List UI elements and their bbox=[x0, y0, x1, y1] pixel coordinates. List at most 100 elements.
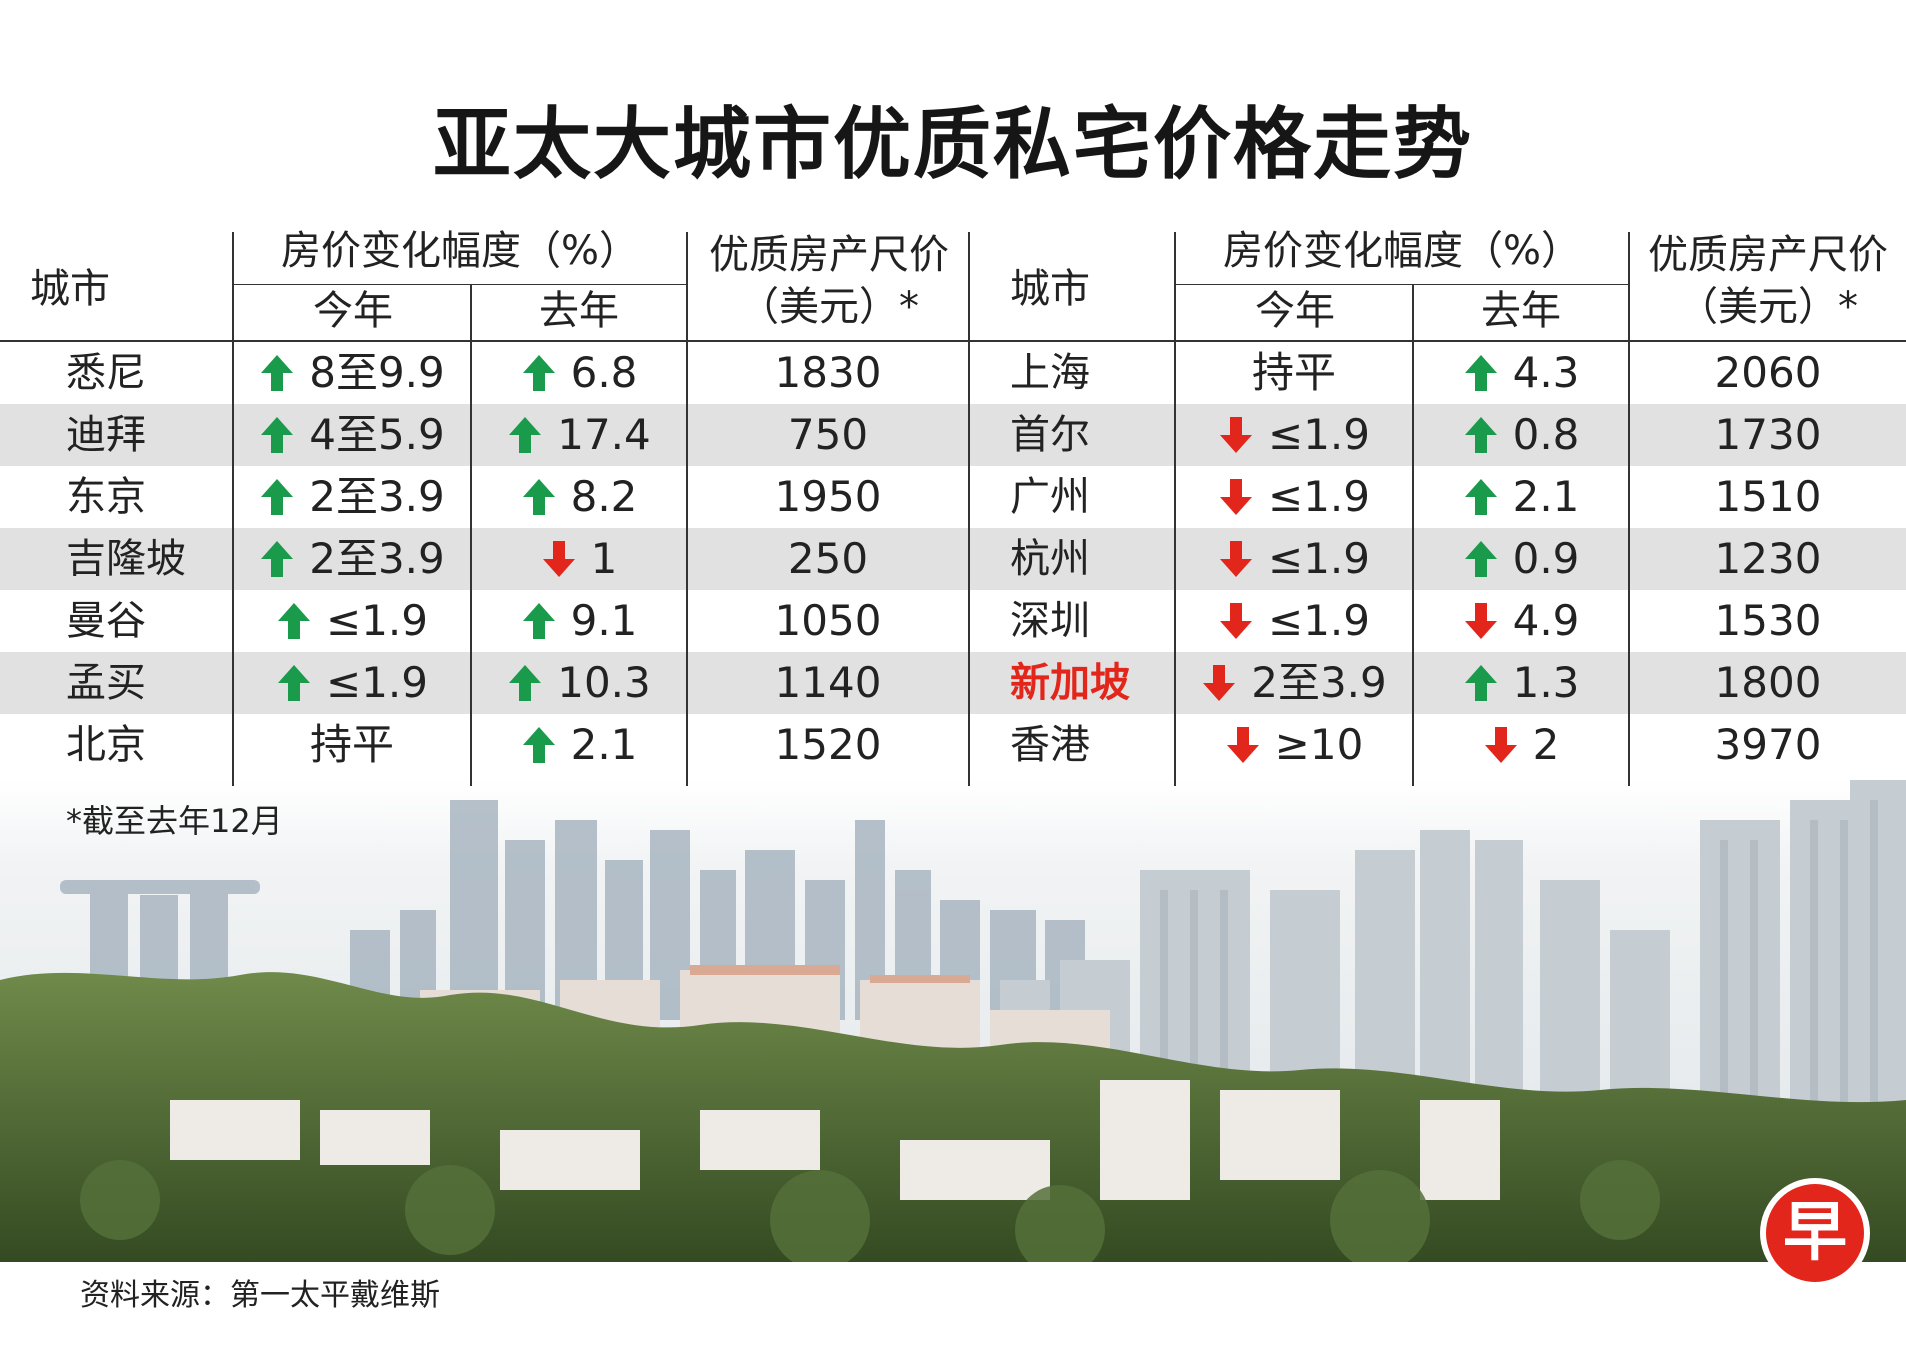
header-this-year: 今年 bbox=[313, 288, 393, 334]
change-last-year: 17.4 bbox=[472, 404, 686, 466]
city-name: 香港 bbox=[1010, 722, 1090, 768]
change-this-year-text: 2至3.9 bbox=[309, 472, 445, 521]
city-name: 新加坡 bbox=[1010, 660, 1130, 706]
change-this-year: 8至9.9 bbox=[234, 342, 470, 404]
header-divider bbox=[234, 284, 686, 285]
change-last-year: 8.2 bbox=[472, 466, 686, 528]
column-divider bbox=[232, 232, 234, 786]
column-divider bbox=[686, 232, 688, 786]
city-name: 孟买 bbox=[66, 660, 146, 706]
price-per-sqft: 750 bbox=[787, 410, 869, 459]
change-last-year-text: 8.2 bbox=[570, 472, 638, 521]
change-last-year-text: 6.8 bbox=[570, 348, 638, 397]
up-arrow-icon bbox=[259, 477, 295, 517]
up-arrow-icon bbox=[521, 601, 557, 641]
change-last-year-text: 1.3 bbox=[1512, 658, 1580, 707]
table-row: 首尔 ≤1.9 0.8 1730 bbox=[970, 404, 1906, 466]
price-per-sqft: 1140 bbox=[774, 658, 882, 707]
change-this-year: 持平 bbox=[234, 714, 470, 776]
header-price-line1: 优质房产尺价 bbox=[1648, 232, 1888, 278]
city-name: 迪拜 bbox=[66, 412, 146, 458]
price-per-sqft: 2060 bbox=[1714, 348, 1822, 397]
up-arrow-icon bbox=[1463, 415, 1499, 455]
up-arrow-icon bbox=[521, 725, 557, 765]
change-last-year: 0.9 bbox=[1414, 528, 1628, 590]
change-last-year-text: 0.8 bbox=[1512, 410, 1580, 459]
table-row: 迪拜 4至5.9 17.4 750 bbox=[0, 404, 970, 466]
price-per-sqft: 1510 bbox=[1714, 472, 1822, 521]
header-change: 房价变化幅度（%） bbox=[280, 228, 639, 274]
city-name: 深圳 bbox=[1010, 598, 1090, 644]
down-arrow-icon bbox=[1463, 601, 1499, 641]
up-arrow-icon bbox=[259, 415, 295, 455]
down-arrow-icon bbox=[1218, 601, 1254, 641]
table-top-rule bbox=[970, 340, 1906, 342]
change-last-year: 4.3 bbox=[1414, 342, 1628, 404]
change-this-year: ≤1.9 bbox=[1176, 404, 1412, 466]
price-table-left: 城市 房价变化幅度（%） 今年 去年 优质房产尺价 （美元）* 悉尼 8至9.9 6… bbox=[0, 228, 970, 788]
change-last-year: 4.9 bbox=[1414, 590, 1628, 652]
table-row: 杭州 ≤1.9 0.9 1230 bbox=[970, 528, 1906, 590]
price-per-sqft: 3970 bbox=[1714, 720, 1822, 769]
up-arrow-icon bbox=[521, 477, 557, 517]
change-last-year: 6.8 bbox=[472, 342, 686, 404]
change-last-year: 1 bbox=[472, 528, 686, 590]
city-name: 吉隆坡 bbox=[66, 536, 186, 582]
up-arrow-icon bbox=[1463, 353, 1499, 393]
change-last-year: 0.8 bbox=[1414, 404, 1628, 466]
header-price-line2: （美元）* bbox=[1678, 284, 1858, 330]
header-city: 城市 bbox=[1010, 266, 1090, 312]
city-name: 北京 bbox=[66, 722, 146, 768]
table-row: 新加坡 2至3.9 1.3 1800 bbox=[970, 652, 1906, 714]
price-per-sqft: 1730 bbox=[1714, 410, 1822, 459]
table-row: 广州 ≤1.9 2.1 1510 bbox=[970, 466, 1906, 528]
change-last-year-text: 4.3 bbox=[1512, 348, 1580, 397]
header-price-line1: 优质房产尺价 bbox=[709, 232, 949, 278]
price-per-sqft: 1230 bbox=[1714, 534, 1822, 583]
up-arrow-icon bbox=[507, 663, 543, 703]
change-this-year-text: 持平 bbox=[1251, 348, 1336, 397]
table-row: 北京 持平 2.1 1520 bbox=[0, 714, 970, 776]
change-last-year-text: 10.3 bbox=[557, 658, 651, 707]
change-this-year: 4至5.9 bbox=[234, 404, 470, 466]
change-last-year: 2.1 bbox=[1414, 466, 1628, 528]
table-header: 城市 房价变化幅度（%） 今年 去年 优质房产尺价 （美元）* bbox=[970, 228, 1906, 340]
city-name: 东京 bbox=[66, 474, 146, 520]
down-arrow-icon bbox=[1218, 539, 1254, 579]
column-divider bbox=[1174, 232, 1176, 786]
price-per-sqft: 1530 bbox=[1714, 596, 1822, 645]
change-this-year: ≤1.9 bbox=[234, 590, 470, 652]
city-name: 上海 bbox=[1010, 350, 1090, 396]
change-this-year-text: ≤1.9 bbox=[326, 596, 428, 645]
up-arrow-icon bbox=[259, 539, 295, 579]
down-arrow-icon bbox=[1218, 477, 1254, 517]
price-per-sqft: 1800 bbox=[1714, 658, 1822, 707]
change-last-year-text: 4.9 bbox=[1512, 596, 1580, 645]
change-this-year: 2至3.9 bbox=[234, 528, 470, 590]
price-per-sqft: 1050 bbox=[774, 596, 882, 645]
change-this-year: 2至3.9 bbox=[234, 466, 470, 528]
change-last-year-text: 1 bbox=[590, 534, 618, 583]
page-title: 亚太大城市优质私宅价格走势 bbox=[432, 100, 1473, 190]
city-name: 广州 bbox=[1010, 474, 1090, 520]
change-last-year-text: 2.1 bbox=[570, 720, 638, 769]
change-last-year: 2 bbox=[1414, 714, 1628, 776]
city-name: 曼谷 bbox=[66, 598, 146, 644]
source-note: 资料来源：第一太平戴维斯 bbox=[80, 1278, 440, 1313]
city-name: 杭州 bbox=[1010, 536, 1090, 582]
change-this-year-text: 2至3.9 bbox=[309, 534, 445, 583]
change-this-year: ≥10 bbox=[1176, 714, 1412, 776]
change-this-year-text: ≥10 bbox=[1274, 720, 1364, 769]
table-row: 上海 持平 4.3 2060 bbox=[970, 342, 1906, 404]
up-arrow-icon bbox=[521, 353, 557, 393]
change-this-year-text: ≤1.9 bbox=[1268, 534, 1370, 583]
column-divider bbox=[1412, 284, 1414, 786]
up-arrow-icon bbox=[507, 415, 543, 455]
city-name: 首尔 bbox=[1010, 412, 1090, 458]
up-arrow-icon bbox=[1463, 539, 1499, 579]
change-last-year: 9.1 bbox=[472, 590, 686, 652]
header-divider bbox=[1176, 284, 1628, 285]
table-row: 东京 2至3.9 8.2 1950 bbox=[0, 466, 970, 528]
price-per-sqft: 1830 bbox=[774, 348, 882, 397]
down-arrow-icon bbox=[1483, 725, 1519, 765]
